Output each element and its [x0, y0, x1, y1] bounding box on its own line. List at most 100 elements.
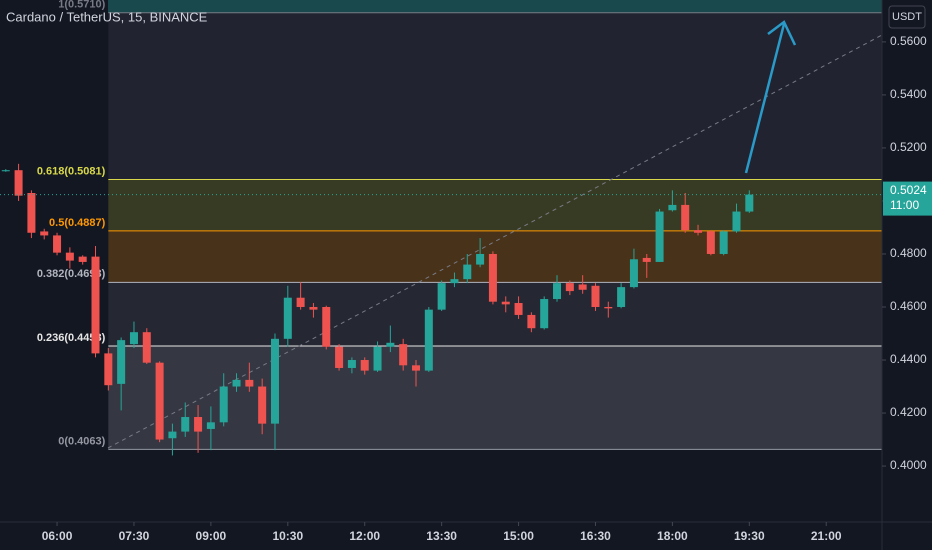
- y-tick-label: 0.5400: [890, 87, 927, 101]
- fib-label: 0.382(0.4693): [37, 268, 106, 280]
- candle-body: [565, 283, 574, 292]
- fib-label: 0(0.4063): [58, 435, 105, 447]
- y-tick-label: 0.4200: [890, 405, 927, 419]
- countdown-label: 11:00: [890, 198, 919, 212]
- candle-body: [322, 306, 331, 347]
- candle-body: [706, 231, 715, 254]
- candle-body: [488, 253, 497, 302]
- unit-box[interactable]: [888, 5, 926, 29]
- candle-body: [578, 284, 587, 290]
- candle-body: [232, 379, 241, 387]
- candle-body: [617, 287, 626, 307]
- candle-body: [527, 314, 536, 329]
- candle-body: [642, 257, 651, 262]
- candle-body: [27, 192, 36, 233]
- y-tick-label: 0.4600: [890, 299, 927, 313]
- candle-body: [694, 230, 703, 233]
- x-tick-label: 18:00: [657, 529, 688, 543]
- x-tick-label: 06:00: [42, 529, 73, 543]
- x-tick-label: 15:00: [503, 529, 534, 543]
- candle-body: [129, 332, 138, 345]
- candle-body: [424, 309, 433, 371]
- candle-body: [386, 342, 395, 347]
- candle-body: [501, 301, 510, 305]
- x-tick-label: 10:30: [272, 529, 303, 543]
- candle-body: [14, 170, 23, 196]
- candle-body: [1, 170, 10, 172]
- candle-body: [155, 362, 164, 440]
- candle-body: [437, 283, 446, 310]
- candle-body: [53, 235, 62, 253]
- candle-body: [450, 279, 459, 284]
- fib-zone: [108, 179, 883, 231]
- candle-body: [681, 204, 690, 231]
- y-tick-label: 0.4000: [890, 458, 927, 472]
- y-tick-label: 0.4400: [890, 352, 927, 366]
- candle-body: [168, 431, 177, 439]
- candles: [1, 163, 754, 456]
- candle-body: [309, 306, 318, 310]
- fib-zone: [108, 12, 883, 180]
- candle-body: [463, 264, 472, 280]
- fib-zone: [108, 345, 883, 450]
- arrow-head: [767, 20, 797, 46]
- unit-label: USDT: [892, 11, 922, 23]
- candle-body: [194, 417, 203, 432]
- candle-body: [514, 303, 523, 315]
- candle-body: [553, 283, 562, 300]
- last-price-box: [883, 181, 932, 216]
- candle-body: [245, 379, 254, 387]
- candle-body: [78, 256, 87, 262]
- fib-zones: 1(0.5710) 0.618(0.5081) 0.5(0.4887) 0.382(0…: [37, 0, 883, 450]
- y-tick-label: 0.5200: [890, 140, 927, 154]
- fib-label: 0.618(0.5081): [37, 165, 106, 177]
- candle-body: [117, 340, 126, 384]
- x-tick-label: 12:00: [349, 529, 380, 543]
- fib-label: 0.236(0.4453): [37, 332, 106, 344]
- candle-body: [604, 306, 613, 309]
- fib-label: 1(0.5710): [58, 0, 105, 11]
- candle-body: [270, 338, 279, 424]
- candle-body: [732, 211, 741, 232]
- candle-body: [91, 256, 100, 354]
- y-tick-label: 0.4800: [890, 246, 927, 260]
- candle-body: [399, 344, 408, 366]
- candle-body: [540, 299, 549, 329]
- candle-body: [181, 417, 190, 432]
- x-tick-label: 07:30: [119, 529, 150, 543]
- candle-body: [745, 194, 754, 212]
- x-tick-label: 16:30: [580, 529, 611, 543]
- candle-body: [655, 211, 664, 262]
- x-tick-label: 21:00: [811, 529, 842, 543]
- arrow-shaft: [744, 23, 786, 174]
- candle-body: [719, 231, 728, 254]
- candle-body: [335, 346, 344, 368]
- last-price-label: 0.5024: [890, 183, 927, 197]
- candle-body: [360, 360, 369, 371]
- candle-body: [373, 346, 382, 371]
- y-tick-label: 0.5600: [890, 34, 927, 48]
- candle-body: [65, 252, 74, 261]
- candle-body: [668, 204, 677, 211]
- candle-body: [629, 259, 638, 288]
- candle-body: [40, 231, 49, 236]
- candle-body: [296, 297, 305, 307]
- arrow: [744, 20, 797, 174]
- candle-body: [142, 332, 151, 363]
- x-tick-label: 13:30: [426, 529, 457, 543]
- candle-body: [219, 386, 228, 423]
- fib-label: 0.5(0.4887): [49, 217, 106, 229]
- candle-body: [476, 253, 485, 265]
- candle-body: [206, 422, 215, 429]
- x-tick-label: 19:30: [734, 529, 765, 543]
- candle-body: [591, 285, 600, 307]
- x-tick-label: 09:00: [196, 529, 227, 543]
- zone-above: [108, 0, 882, 13]
- candle-body: [283, 297, 292, 339]
- candle-body: [412, 365, 421, 371]
- candle-body: [258, 386, 267, 424]
- chart-title: Cardano / TetherUS, 15, BINANCE: [6, 9, 208, 24]
- candle-body: [104, 353, 113, 386]
